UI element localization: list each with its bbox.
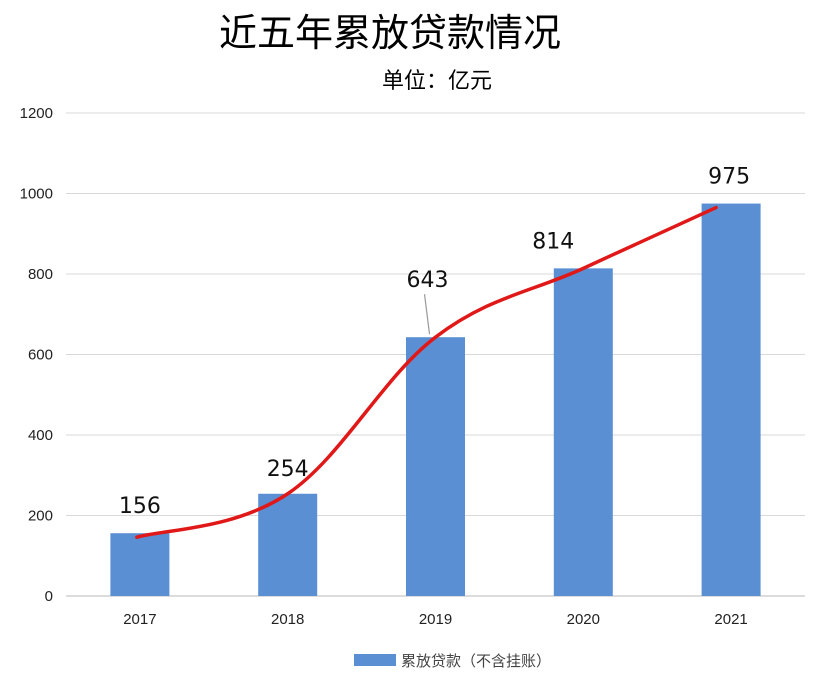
legend-swatch (354, 654, 396, 666)
bars (110, 203, 761, 596)
data-label-2017: 156 (119, 494, 161, 519)
data-label-2020: 814 (532, 229, 574, 254)
x-tick-label: 2020 (567, 611, 600, 628)
x-tick-label: 2019 (419, 611, 452, 628)
bar-2021 (701, 203, 761, 596)
y-tick-label: 1200 (20, 105, 53, 122)
x-axis-ticks: 2017 2018 2019 2020 2021 (123, 611, 748, 628)
y-tick-label: 200 (28, 508, 53, 525)
data-labels: 156 254 643 814 975 (119, 165, 750, 520)
y-axis-ticks: 0 200 400 600 800 1000 1200 (20, 105, 53, 605)
legend: 累放贷款（不含挂账） (354, 652, 551, 670)
chart-subtitle: 单位：亿元 (382, 69, 492, 94)
trend-curve (135, 205, 718, 539)
y-tick-label: 600 (28, 347, 53, 364)
legend-label: 累放贷款（不含挂账） (401, 652, 551, 670)
label-callouts (423, 294, 431, 335)
x-tick-label: 2018 (271, 611, 304, 628)
y-tick-label: 1000 (20, 186, 53, 203)
bar-2019 (406, 337, 465, 596)
y-tick-label: 400 (28, 427, 53, 444)
bar-2017 (110, 533, 170, 596)
y-tick-label: 0 (45, 588, 53, 605)
data-label-2021: 975 (708, 165, 750, 190)
data-label-2019: 643 (407, 268, 449, 293)
bar-2018 (258, 493, 318, 596)
x-tick-label: 2021 (714, 611, 747, 628)
label-leader-line (423, 294, 431, 335)
data-label-2018: 254 (267, 457, 309, 482)
trend-line (135, 205, 718, 539)
x-tick-label: 2017 (123, 611, 156, 628)
bar-2020 (553, 268, 613, 596)
chart-title: 近五年累放贷款情况 (219, 11, 561, 55)
y-tick-label: 800 (28, 266, 53, 283)
